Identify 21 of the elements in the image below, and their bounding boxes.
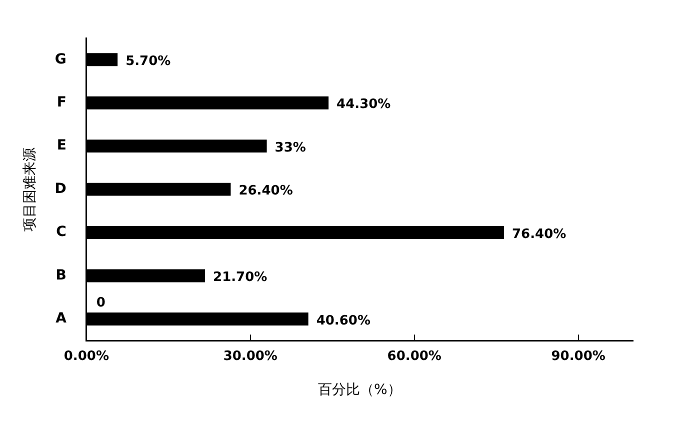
data-label: 33% bbox=[274, 140, 306, 156]
y-tick-label: A bbox=[56, 310, 67, 327]
data-label: 21.70% bbox=[213, 270, 268, 286]
y-tick-label: C bbox=[56, 224, 66, 240]
data-label: 5.70% bbox=[126, 54, 171, 69]
x-tick-label: 90.00% bbox=[551, 348, 606, 364]
x-tick-label: 30.00% bbox=[223, 348, 278, 364]
annotation: 0 bbox=[96, 295, 106, 310]
y-tick-label: F bbox=[56, 94, 66, 110]
x-tick-label: 60.00% bbox=[387, 348, 442, 364]
data-label: 40.60% bbox=[316, 313, 370, 328]
y-tick-label: E bbox=[56, 138, 66, 154]
x-tick-label: 0.00% bbox=[64, 348, 109, 364]
data-label: 76.40% bbox=[512, 226, 566, 242]
data-label: 26.40% bbox=[238, 184, 293, 199]
y-axis-title: 项目困难来源 bbox=[22, 147, 38, 232]
y-tick-label: D bbox=[54, 180, 66, 197]
x-axis-title: 百分比（%） bbox=[318, 382, 402, 398]
data-label: 44.30% bbox=[336, 97, 391, 112]
y-tick-label: G bbox=[54, 51, 66, 68]
y-tick-label: B bbox=[56, 267, 66, 284]
